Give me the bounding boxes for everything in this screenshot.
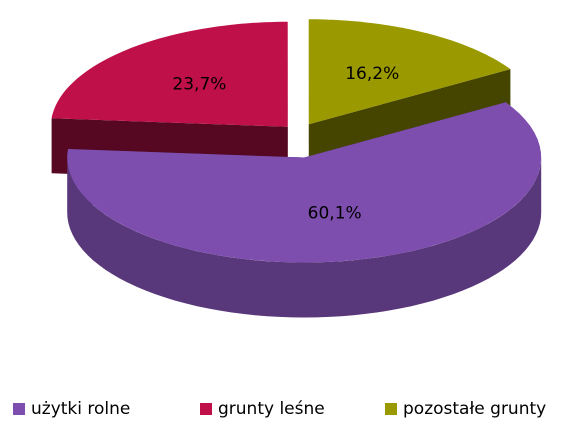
- slice: [51, 21, 288, 127]
- legend-swatch: [13, 403, 25, 415]
- legend-label: pozostałe grunty: [403, 399, 546, 419]
- data-label: 60,1%: [308, 204, 362, 224]
- legend-swatch: [200, 403, 212, 415]
- legend-swatch: [385, 403, 397, 415]
- slice: [308, 19, 511, 125]
- data-label: 16,2%: [345, 64, 399, 84]
- data-label: 23,7%: [172, 74, 226, 94]
- legend-label: grunty leśne: [218, 399, 325, 419]
- legend-label: użytki rolne: [31, 399, 130, 419]
- slice-side: [67, 157, 542, 318]
- slice: [67, 102, 542, 263]
